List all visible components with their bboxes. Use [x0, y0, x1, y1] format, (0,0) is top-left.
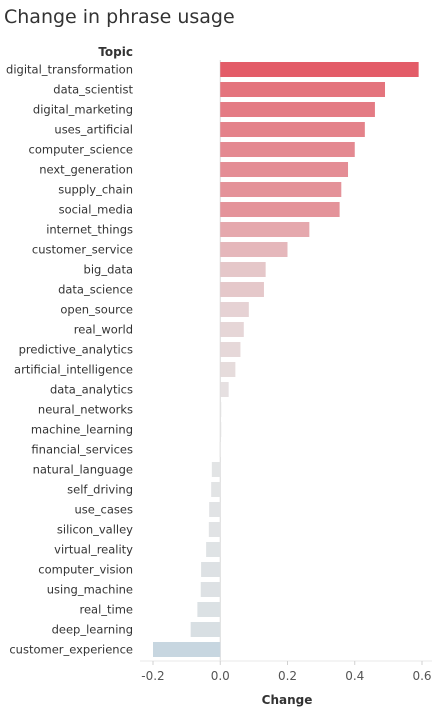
bar-customer_experience [153, 642, 221, 657]
bar-predictive_analytics [220, 342, 241, 357]
category-label-real_time: real_time [79, 603, 133, 617]
row-header-topic: Topic [98, 45, 133, 59]
bar-use_cases [209, 502, 221, 517]
category-label-machine_learning: machine_learning [31, 423, 133, 437]
bar-digital_marketing [220, 102, 375, 117]
category-label-predictive_analytics: predictive_analytics [19, 343, 133, 357]
bar-uses_artificial [220, 122, 365, 137]
category-label-computer_vision: computer_vision [38, 563, 133, 577]
bar-next_generation [220, 162, 349, 177]
category-label-artificial_intelligence: artificial_intelligence [14, 363, 133, 377]
bar-self_driving [211, 482, 221, 497]
category-label-deep_learning: deep_learning [52, 623, 133, 637]
bar-big_data [220, 262, 266, 277]
chart-title: Change in phrase usage [4, 6, 235, 28]
category-label-real_world: real_world [74, 323, 133, 337]
bar-open_source [220, 302, 249, 317]
bar-data_science [220, 282, 264, 297]
x-tick-label: 0.4 [345, 669, 364, 683]
category-label-customer_experience: customer_experience [9, 643, 133, 657]
bar-computer_vision [201, 562, 221, 577]
category-label-computer_science: computer_science [29, 143, 133, 157]
bar-supply_chain [220, 182, 342, 197]
bar-digital_transformation [220, 62, 419, 77]
category-label-big_data: big_data [84, 263, 133, 277]
category-label-use_cases: use_cases [74, 503, 133, 517]
category-label-data_analytics: data_analytics [50, 383, 133, 397]
bar-internet_things [220, 222, 310, 237]
bar-artificial_intelligence [220, 362, 236, 377]
bar-customer_service [220, 242, 288, 257]
category-label-digital_transformation: digital_transformation [6, 63, 133, 77]
bar-financial_services [219, 442, 221, 457]
category-label-using_machine: using_machine [47, 583, 133, 597]
category-label-natural_language: natural_language [33, 463, 133, 477]
category-label-financial_services: financial_services [31, 443, 133, 457]
x-axis-label: Change [262, 693, 313, 707]
bar-data_analytics [220, 382, 229, 397]
bar-using_machine [200, 582, 221, 597]
category-label-uses_artificial: uses_artificial [54, 123, 133, 137]
x-tick-label: 0.2 [278, 669, 297, 683]
category-label-silicon_valley: silicon_valley [57, 523, 133, 537]
category-label-open_source: open_source [60, 303, 133, 317]
bar-natural_language [211, 462, 221, 477]
x-tick-label: -0.2 [141, 669, 164, 683]
bar-machine_learning [220, 422, 222, 437]
bar-silicon_valley [208, 522, 221, 537]
x-ticks-group: -0.2 0.0 0.2 0.4 0.6 [141, 661, 432, 683]
category-label-self_driving: self_driving [67, 483, 133, 497]
category-label-supply_chain: supply_chain [58, 183, 133, 197]
bar-data_scientist [220, 82, 386, 97]
category-label-data_science: data_science [58, 283, 133, 297]
category-label-virtual_reality: virtual_reality [54, 543, 133, 557]
x-tick-label: 0.0 [211, 669, 230, 683]
category-label-customer_service: customer_service [32, 243, 133, 257]
bar-deep_learning [190, 622, 221, 637]
category-label-next_generation: next_generation [39, 163, 133, 177]
x-tick-label: 0.6 [412, 669, 431, 683]
bar-real_time [197, 602, 221, 617]
category-labels-group: digital_transformation data_scientistdigi… [6, 63, 133, 657]
category-label-digital_marketing: digital_marketing [33, 103, 133, 117]
bar-social_media [220, 202, 340, 217]
bars-group [153, 60, 419, 661]
category-label-neural_networks: neural_networks [38, 403, 133, 417]
bar-computer_science [220, 142, 355, 157]
category-label-internet_things: internet_things [46, 223, 133, 237]
bar-neural_networks [220, 402, 222, 417]
bar-real_world [220, 322, 244, 337]
category-label-data_scientist: data_scientist [53, 83, 133, 97]
category-label-social_media: social_media [59, 203, 133, 217]
bar-virtual_reality [206, 542, 221, 557]
